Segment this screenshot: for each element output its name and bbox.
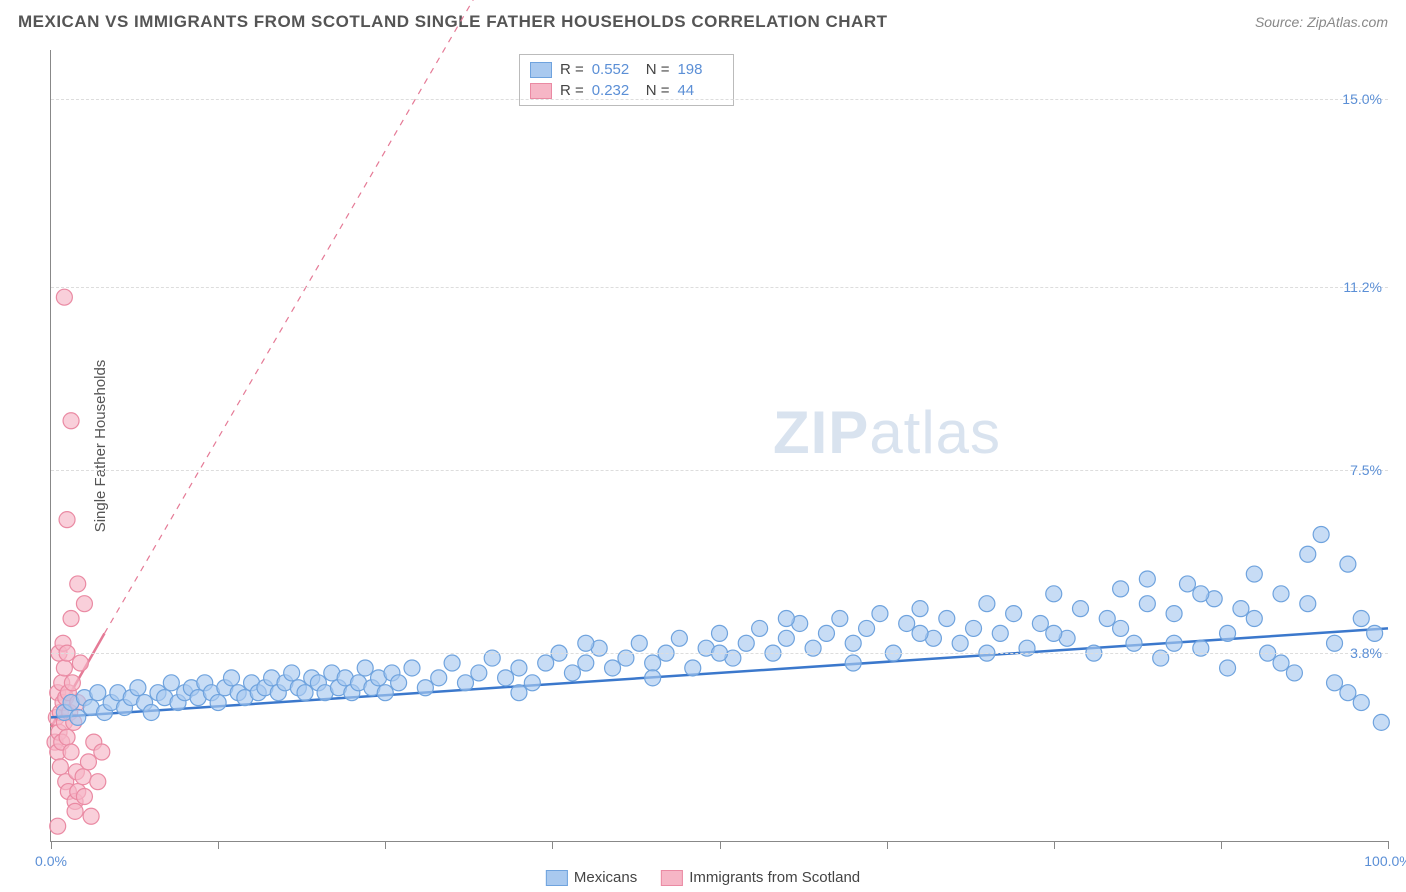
scatter-plot [51,50,1388,841]
legend-item-mexicans: Mexicans [546,869,637,886]
x-tick [1054,841,1055,849]
gridline [51,287,1388,288]
x-tick [552,841,553,849]
source-attribution: Source: ZipAtlas.com [1255,14,1388,30]
swatch-mexicans [530,62,552,78]
gridline [51,653,1388,654]
n-label: N = [646,82,670,99]
legend-label-mexicans: Mexicans [574,869,637,886]
r-label: R = [560,61,584,78]
x-tick [51,841,52,849]
stats-row-scotland: R = 0.232 N = 44 [530,80,724,101]
legend-swatch-mexicans [546,870,568,886]
source-link[interactable]: ZipAtlas.com [1307,14,1388,30]
r-value-scotland: 0.232 [592,82,638,99]
y-tick-label: 15.0% [1342,91,1382,107]
x-tick [218,841,219,849]
y-tick-label: 11.2% [1343,279,1382,295]
legend-item-scotland: Immigrants from Scotland [661,869,860,886]
stats-row-mexicans: R = 0.552 N = 198 [530,59,724,80]
bottom-legend: Mexicans Immigrants from Scotland [546,869,860,886]
chart-area: ZIPatlas R = 0.552 N = 198 R = 0.232 N =… [50,50,1388,842]
swatch-scotland [530,83,552,99]
x-tick [1388,841,1389,849]
r-value-mexicans: 0.552 [592,61,638,78]
x-tick-label-left: 0.0% [35,853,67,869]
header: MEXICAN VS IMMIGRANTS FROM SCOTLAND SING… [0,0,1406,40]
x-tick [1221,841,1222,849]
legend-swatch-scotland [661,870,683,886]
legend-label-scotland: Immigrants from Scotland [689,869,860,886]
stats-legend: R = 0.552 N = 198 R = 0.232 N = 44 [519,54,735,106]
n-value-scotland: 44 [677,82,723,99]
source-prefix: Source: [1255,14,1307,30]
y-tick-label: 7.5% [1350,462,1382,478]
n-label: N = [646,61,670,78]
n-value-mexicans: 198 [677,61,723,78]
gridline [51,99,1388,100]
r-label: R = [560,82,584,99]
x-tick [385,841,386,849]
x-tick [887,841,888,849]
y-tick-label: 3.8% [1350,645,1382,661]
chart-title: MEXICAN VS IMMIGRANTS FROM SCOTLAND SING… [18,12,887,32]
x-tick-label-right: 100.0% [1364,853,1406,869]
gridline [51,470,1388,471]
x-tick [720,841,721,849]
